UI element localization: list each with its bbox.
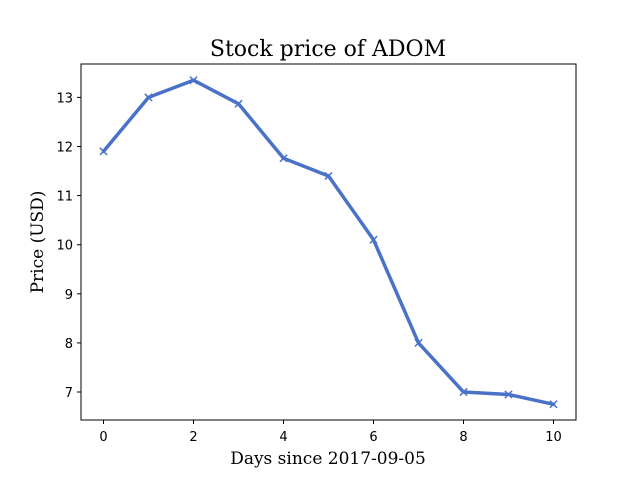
x-tick-label: 0 xyxy=(99,430,107,445)
x-tick-label: 4 xyxy=(279,430,287,445)
y-tick-label: 13 xyxy=(56,91,73,106)
data-point-marker xyxy=(459,387,468,397)
y-axis: 7 8 9 10 11 12 13 xyxy=(56,91,81,401)
series-line xyxy=(101,78,556,407)
data-point-marker xyxy=(549,400,558,409)
plot-area-frame xyxy=(80,63,577,421)
data-point-marker xyxy=(99,147,108,156)
x-tick-label: 10 xyxy=(545,430,562,445)
y-tick-label: 11 xyxy=(56,190,73,205)
data-point-marker xyxy=(189,76,198,85)
data-point-marker xyxy=(414,338,423,348)
y-tick-label: 7 xyxy=(65,386,73,401)
data-point-marker xyxy=(234,99,243,108)
data-point-marker xyxy=(144,93,153,102)
y-tick-label: 8 xyxy=(65,337,73,352)
series-layer xyxy=(99,76,558,409)
y-tick-label: 9 xyxy=(65,288,73,303)
y-axis-label: Price (USD) xyxy=(28,191,48,294)
x-axis-label: Days since 2017-09-05 xyxy=(230,449,426,469)
data-point-marker xyxy=(369,235,378,244)
chart-title: Stock price of ADOM xyxy=(210,37,446,62)
y-tick-label: 12 xyxy=(56,140,73,155)
x-tick-label: 6 xyxy=(369,430,377,445)
data-point-marker xyxy=(504,390,513,399)
data-point-marker xyxy=(279,154,288,163)
y-tick-label: 10 xyxy=(56,239,73,254)
data-point-marker xyxy=(324,171,333,181)
x-tick-label: 2 xyxy=(189,430,197,445)
x-tick-label: 8 xyxy=(459,430,467,445)
x-axis: 0 2 4 6 8 10 xyxy=(99,420,562,445)
